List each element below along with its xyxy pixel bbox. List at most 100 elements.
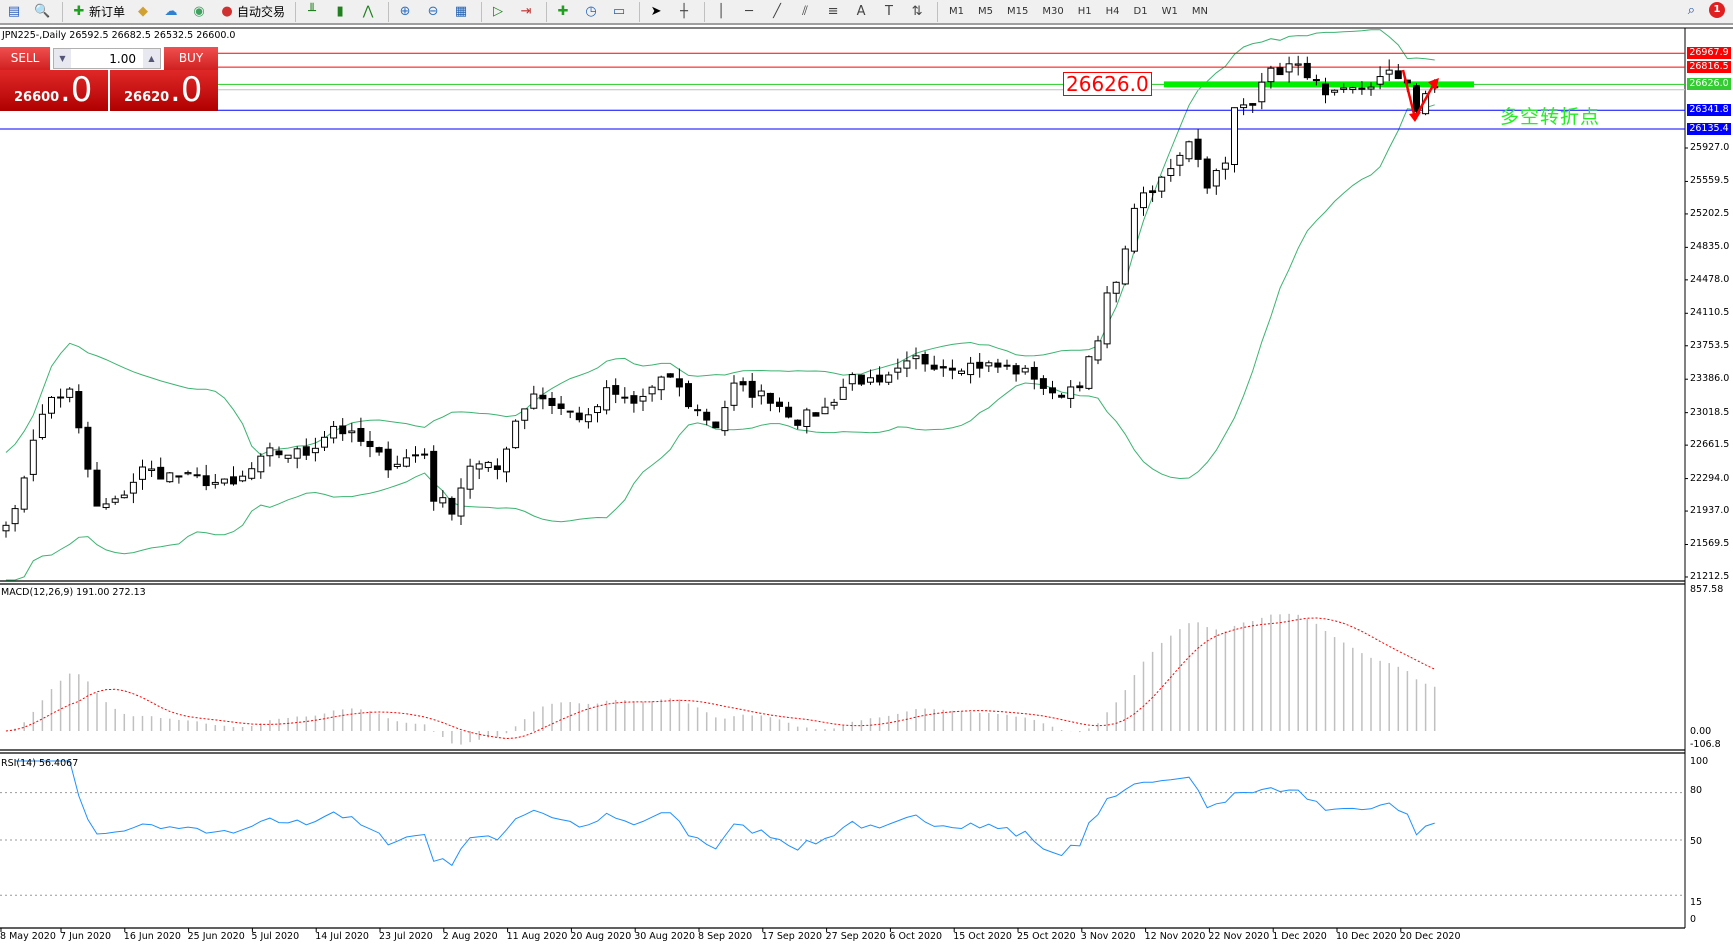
level-price-tag: 26135.4	[1687, 123, 1731, 136]
buy-price-button[interactable]: 26620 .0	[110, 70, 218, 111]
candle-body	[657, 376, 665, 391]
date-axis-label: 23 Jul 2020	[379, 931, 433, 942]
line-chart-button[interactable]: ⋀	[356, 1, 382, 22]
candle-body	[521, 408, 529, 421]
reversal-point-text[interactable]: 多空转折点	[1500, 106, 1601, 128]
terminal-icon: ☁	[164, 3, 178, 19]
candle-body	[1394, 70, 1402, 80]
candle-body	[157, 466, 165, 480]
candle-body	[1176, 154, 1184, 166]
lot-increase-button[interactable]: ▲	[143, 49, 160, 68]
arrows-icon: ⇅	[911, 3, 923, 19]
text-label-icon: T	[885, 3, 893, 19]
templates-button[interactable]: ▭	[607, 1, 633, 22]
lot-size-input[interactable]: ▼ 1.00 ▲	[53, 48, 161, 69]
candle-body	[1185, 141, 1193, 160]
sell-price-button[interactable]: 26600 .0	[0, 70, 108, 111]
horizontal-line-button[interactable]: ─	[737, 1, 763, 22]
candle-body	[1212, 170, 1220, 187]
price-axis-label: 25559.5	[1690, 175, 1730, 187]
candle-body	[921, 353, 929, 365]
candle-body	[766, 392, 774, 404]
candle-body	[1094, 340, 1102, 361]
new-order-button[interactable]: ✚ 新订单	[67, 1, 129, 22]
lot-value[interactable]: 1.00	[109, 52, 136, 66]
search-icon[interactable]: ⌕	[1687, 2, 1695, 18]
candle-body	[20, 477, 28, 510]
timeframe-d1[interactable]: D1	[1133, 6, 1148, 17]
candle-body	[1140, 192, 1147, 209]
candle-body	[348, 430, 356, 434]
candlestick-button[interactable]: ▮	[328, 1, 354, 22]
candle-body	[912, 355, 920, 360]
auto-trading-button[interactable]: ● 自动交易	[215, 1, 289, 22]
timeframe-m15[interactable]: M15	[1007, 6, 1029, 17]
timeframe-w1[interactable]: W1	[1161, 6, 1178, 17]
cursor-button[interactable]: ➤	[644, 1, 670, 22]
candle-body	[857, 374, 865, 385]
terminal-button[interactable]: ☁	[159, 1, 185, 22]
bar-chart-button[interactable]: ╨	[300, 1, 326, 22]
sell-button[interactable]: SELL	[0, 47, 50, 70]
date-axis-label: 25 Oct 2020	[1017, 931, 1076, 942]
chart-shift-button[interactable]: ⇥	[514, 1, 540, 22]
indicators-button[interactable]: ✚	[551, 1, 577, 22]
gold-button[interactable]: ◆	[131, 1, 157, 22]
trendline-button[interactable]: ╱	[765, 1, 791, 22]
timeframe-mn[interactable]: MN	[1191, 6, 1208, 17]
candle-body	[557, 403, 565, 409]
text-label-button[interactable]: T	[877, 1, 903, 22]
level-price-tag: 26626.0	[1687, 78, 1731, 91]
periods-button[interactable]: ◷	[579, 1, 605, 22]
timeframe-m5[interactable]: M5	[978, 6, 994, 17]
candle-body	[2, 524, 10, 532]
buy-button[interactable]: BUY	[164, 47, 218, 70]
timeframe-m1[interactable]: M1	[949, 6, 965, 17]
candle-body	[421, 453, 429, 456]
candle-body	[1030, 366, 1038, 380]
autoscroll-button[interactable]: ▷	[486, 1, 512, 22]
price-annotation-label[interactable]: 26626.0	[1063, 72, 1152, 96]
candle-body	[457, 487, 465, 517]
rsi-axis-50: 50	[1690, 836, 1703, 847]
candle-body	[466, 465, 474, 490]
text-button[interactable]: A	[849, 1, 875, 22]
bollinger-upper-band	[5, 29, 1435, 456]
price-axis-label: 23018.5	[1690, 406, 1730, 418]
tile-windows-button[interactable]: ▦	[449, 1, 475, 22]
price-axis-label: 22294.0	[1690, 472, 1730, 484]
date-axis-label: 12 Nov 2020	[1144, 931, 1206, 942]
candle-body	[1385, 69, 1393, 75]
signal-button[interactable]: ◉	[187, 1, 213, 22]
candle-body	[430, 450, 438, 502]
date-axis-label: 11 Aug 2020	[506, 931, 568, 942]
rsi-axis-80: 80	[1690, 785, 1703, 796]
date-axis-label: 30 Aug 2020	[634, 931, 696, 942]
toolbar-separator	[481, 1, 483, 22]
arrows-button[interactable]: ⇅	[905, 1, 931, 22]
candle-body	[1240, 104, 1248, 109]
lot-decrease-button[interactable]: ▼	[54, 49, 71, 68]
candle-body	[239, 475, 247, 482]
vertical-line-button[interactable]: │	[709, 1, 735, 22]
candle-body	[748, 380, 756, 398]
candle-body	[785, 406, 793, 418]
candle-body	[402, 457, 410, 467]
timeframe-h1[interactable]: H1	[1077, 6, 1092, 17]
candle-body	[375, 447, 383, 453]
candle-body	[211, 481, 219, 485]
level-price-tag: 26341.8	[1687, 104, 1731, 117]
zoom-out-button[interactable]: ⊖	[421, 1, 447, 22]
fibonacci-button[interactable]: ≡	[821, 1, 847, 22]
equidistant-channel-button[interactable]: ⫽	[793, 1, 819, 22]
notification-badge[interactable]: 1	[1709, 2, 1725, 18]
date-axis-label: 10 Dec 2020	[1336, 931, 1397, 942]
candle-body	[166, 472, 174, 483]
zoom-in-button[interactable]: ⊕	[393, 1, 419, 22]
crosshair-button[interactable]: ┼	[672, 1, 698, 22]
zoom-chart-button[interactable]: 🔍	[30, 1, 56, 22]
timeframe-m30[interactable]: M30	[1042, 6, 1064, 17]
chart-window-button[interactable]: ▤	[2, 1, 28, 22]
timeframe-h4[interactable]: H4	[1105, 6, 1120, 17]
